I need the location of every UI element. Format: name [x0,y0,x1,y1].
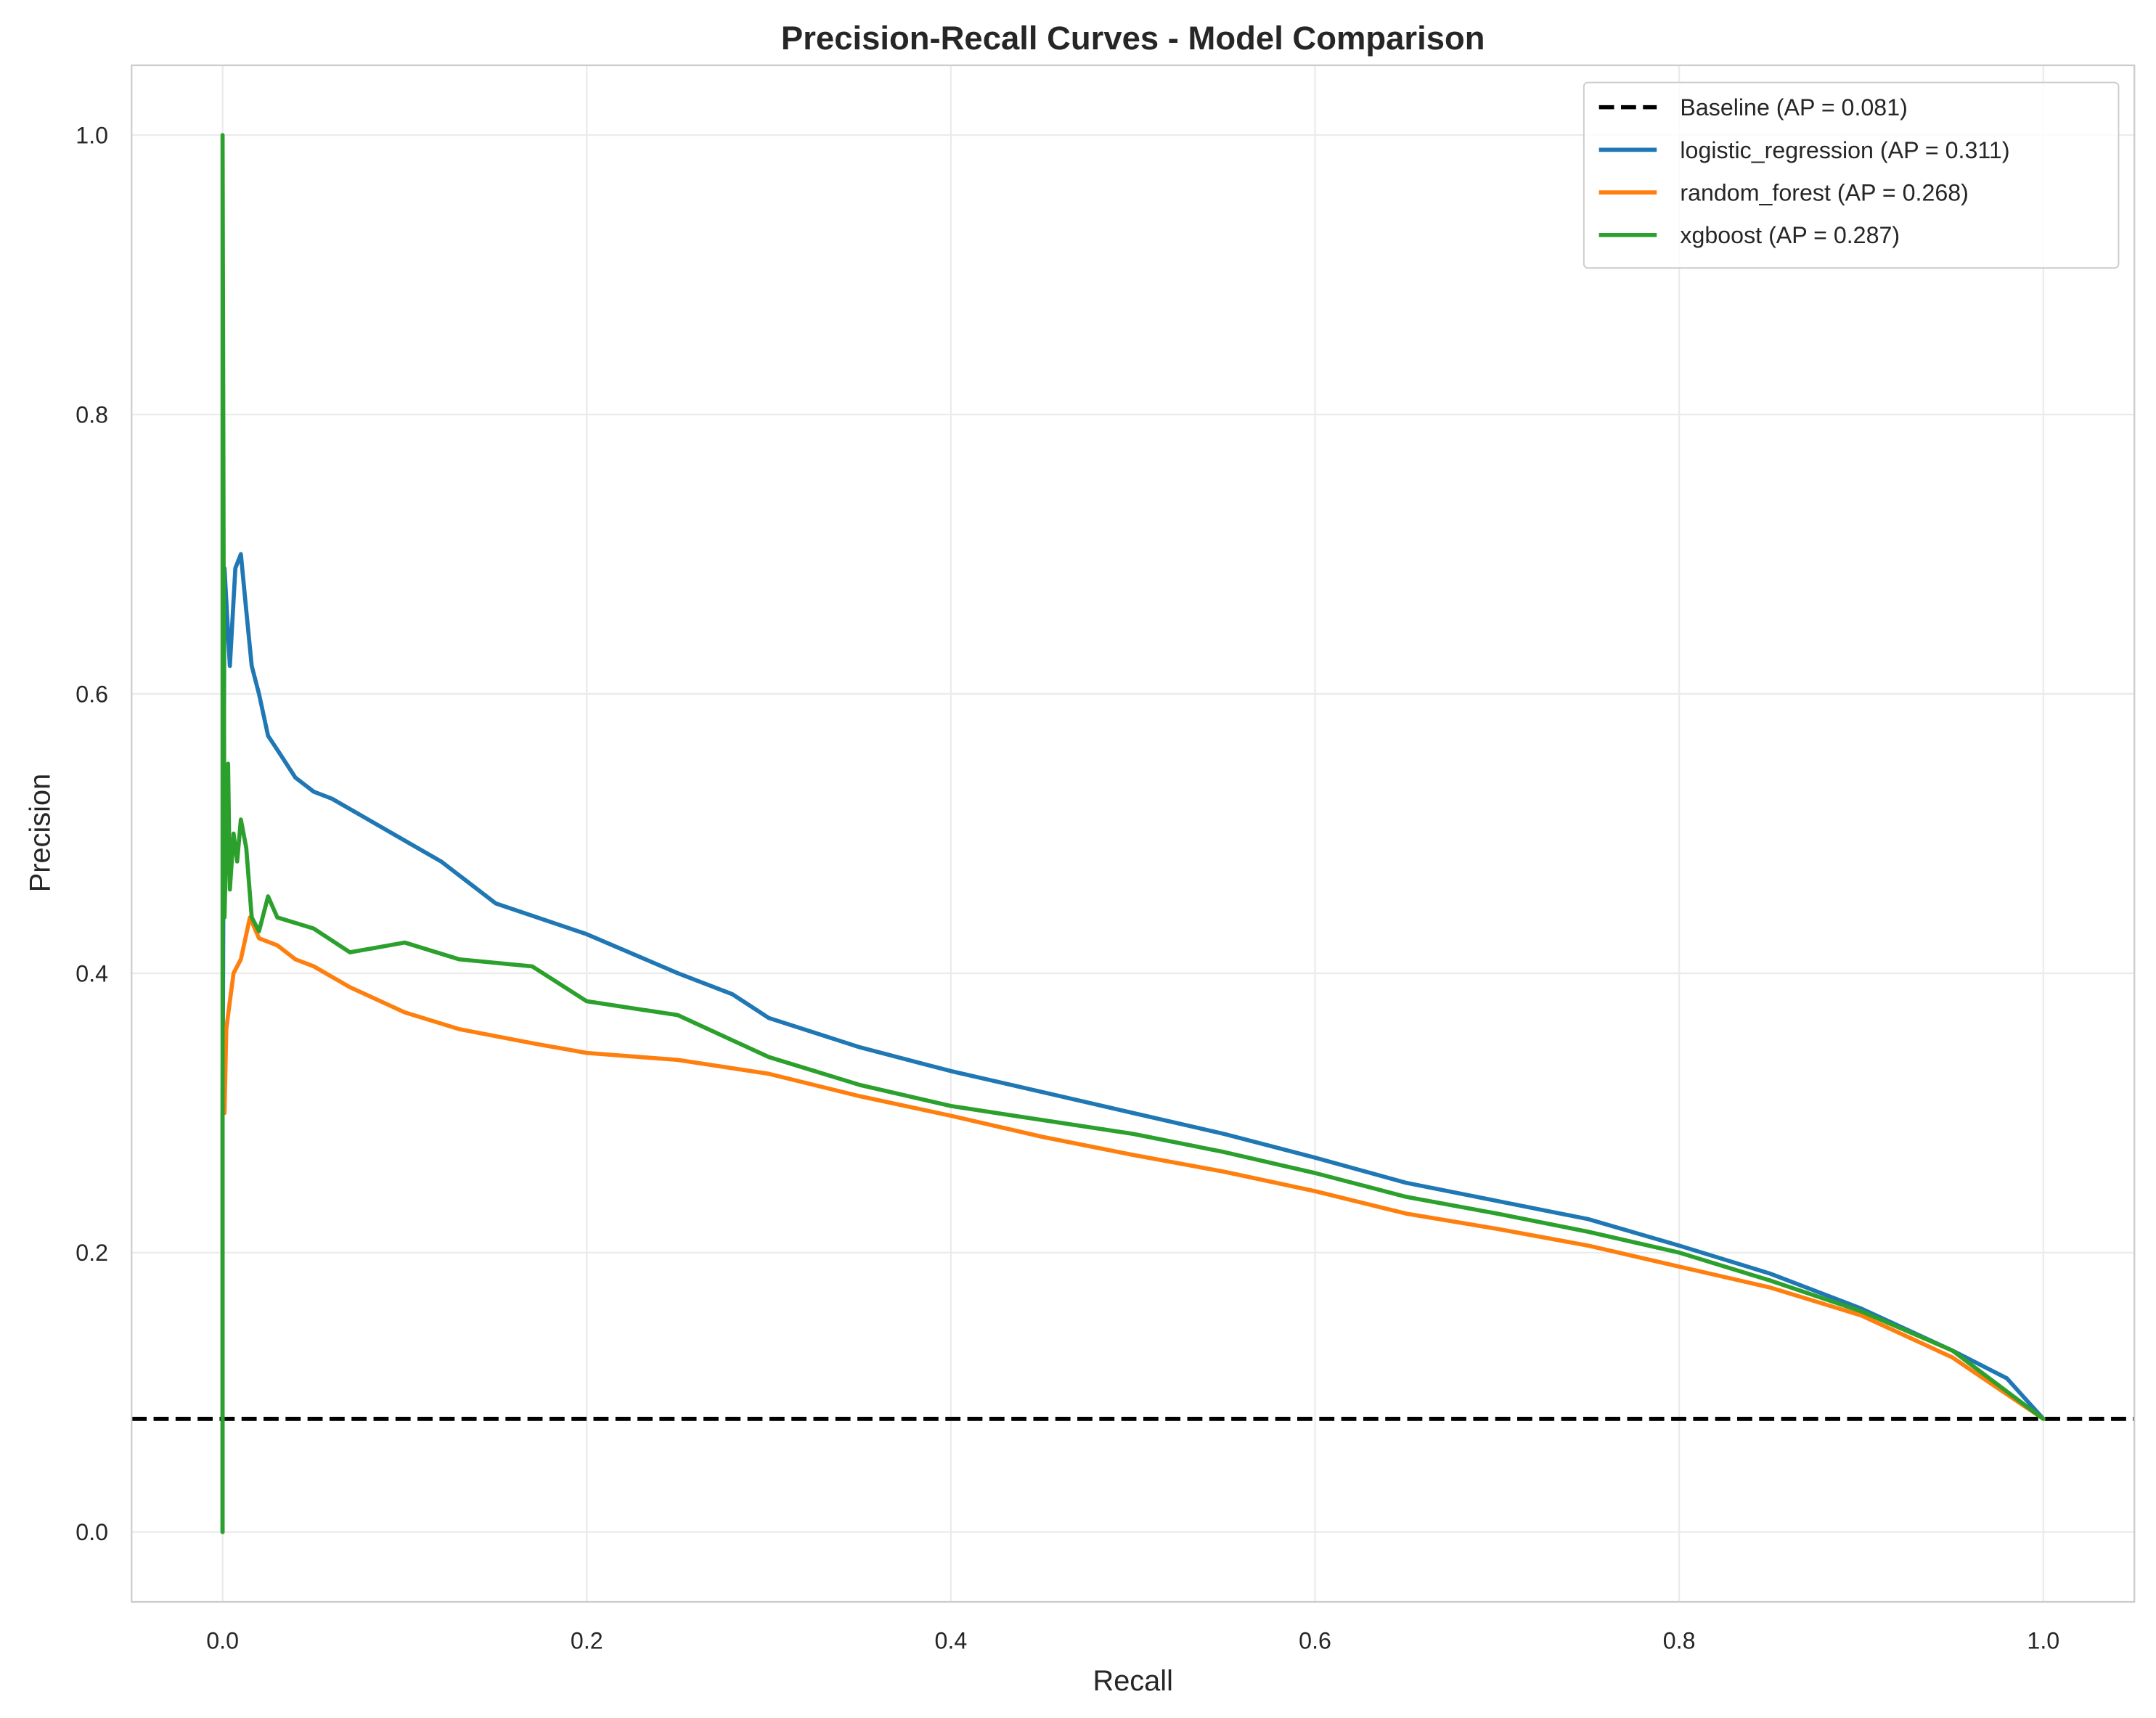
y-axis-label: Precision [25,774,57,892]
ticks: 0.0 0.2 0.4 0.6 0.8 1.0 0.0 0.2 0.4 0.6 0.8 1.0 [75,123,2059,1654]
legend-label: xgboost (AP = 0.287) [1680,222,1900,248]
x-tick-label: 0.8 [1663,1627,1696,1653]
x-axis-label: Recall [1093,1665,1173,1697]
legend-label: random_forest (AP = 0.268) [1680,179,1969,205]
x-tick-label: 1.0 [2027,1627,2059,1653]
x-tick-label: 0.0 [206,1627,239,1653]
y-tick-label: 0.8 [75,401,108,428]
y-tick-label: 0.4 [75,960,108,986]
chart-title: Precision-Recall Curves - Model Comparis… [781,20,1485,57]
y-tick-label: 0.2 [75,1240,108,1266]
plot-area [131,133,2135,1534]
y-tick-label: 0.0 [75,1519,108,1545]
x-tick-label: 0.6 [1299,1627,1331,1653]
series-line-2 [220,133,2046,1534]
legend-label: logistic_regression (AP = 0.311) [1680,137,2009,163]
legend-label: Baseline (AP = 0.081) [1680,94,1907,120]
legend: Baseline (AP = 0.081) logistic_regression… [1583,81,2120,269]
y-tick-label: 1.0 [75,123,108,149]
x-tick-label: 0.4 [935,1627,968,1653]
grid [131,65,2135,1602]
axes-frame [131,64,2136,1603]
series-line-0 [220,552,2046,1534]
legend-box [1583,81,2120,269]
y-tick-label: 0.6 [75,681,108,707]
x-tick-label: 0.2 [571,1627,603,1653]
